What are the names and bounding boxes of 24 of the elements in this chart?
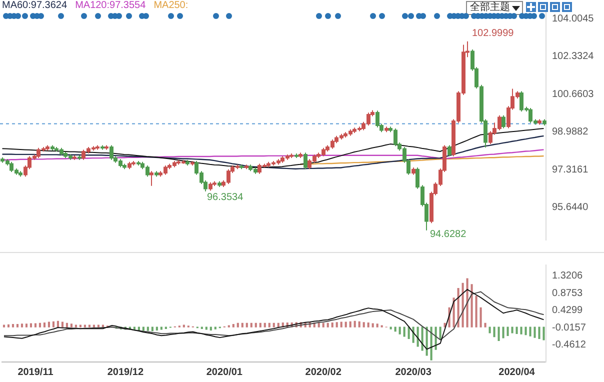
x-tick-label: 2020/03 bbox=[395, 366, 432, 378]
annotation: 94.6282 bbox=[430, 229, 466, 240]
x-tick-label: 2020/04 bbox=[498, 366, 536, 378]
x-tick-label: 2019/12 bbox=[107, 366, 144, 378]
y-tick-label: 102.3324 bbox=[552, 51, 594, 62]
y-tick-label: 1.3206 bbox=[552, 270, 584, 282]
y-tick-label: 100.6603 bbox=[552, 88, 594, 100]
x-tick-label: 2019/11 bbox=[18, 366, 54, 378]
y-tick-label: 98.9882 bbox=[552, 126, 589, 138]
annotation: 96.3534 bbox=[207, 192, 244, 203]
y-tick-label: -0.4612 bbox=[552, 340, 586, 351]
y-tick-label: 104.0045 bbox=[552, 13, 594, 24]
y-tick-label: 0.4299 bbox=[552, 305, 584, 316]
x-tick-label: 2020/01 bbox=[206, 366, 243, 378]
y-tick-label: 95.6440 bbox=[552, 202, 589, 214]
annotation: 102.9999 bbox=[472, 28, 514, 39]
text: MA120:97.3554 bbox=[75, 0, 146, 11]
y-tick-label: -0.0157 bbox=[552, 322, 586, 334]
text: MA60:97.3624 bbox=[2, 0, 68, 11]
y-tick-label: 0.8753 bbox=[552, 288, 584, 299]
annotation: 全部主题 bbox=[466, 1, 523, 15]
x-tick-label: 2020/02 bbox=[305, 366, 342, 378]
text: MA250: bbox=[154, 0, 188, 11]
y-tick-label: 97.3161 bbox=[552, 164, 589, 176]
